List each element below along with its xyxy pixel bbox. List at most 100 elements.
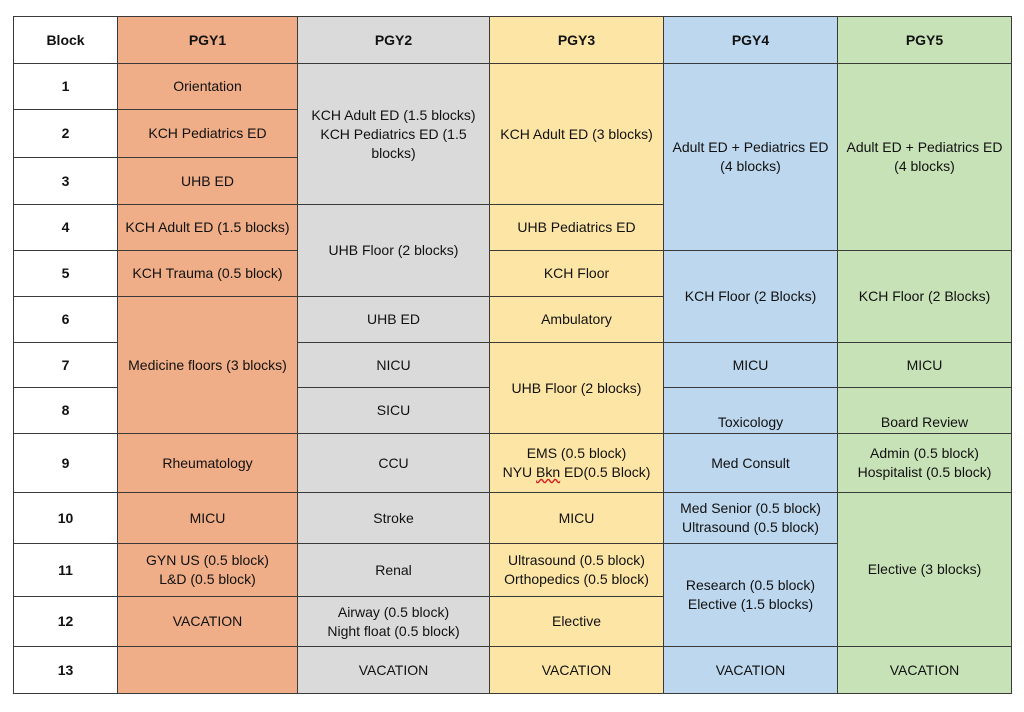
pgy5-line: (4 blocks): [894, 158, 955, 174]
table-row: 5 KCH Trauma (0.5 block) KCH Floor KCH F…: [13, 250, 1012, 343]
pgy1-line: L&D (0.5 block): [159, 571, 256, 587]
pgy3-cell: Ultrasound (0.5 block) Orthopedics (0.5 …: [489, 543, 664, 597]
table-row: 3 UHB ED: [13, 157, 1012, 205]
block-number: 7: [13, 342, 118, 388]
header-pgy5: PGY5: [837, 16, 1012, 64]
block-number: 12: [13, 596, 118, 647]
pgy2-line: KCH Adult ED (1.5 blocks): [311, 106, 476, 123]
pgy2-cell: KCH Adult ED (1.5 blocks) KCH Pediatrics…: [297, 63, 490, 205]
pgy4-cell: MICU: [663, 342, 838, 388]
pgy1-cell: Rheumatology: [117, 433, 298, 493]
pgy3-cell: EMS (0.5 block) NYU Bkn ED(0.5 Block): [489, 433, 664, 493]
pgy1-cell: [117, 646, 298, 694]
pgy3-line-suffix: ED(0.5 Block): [560, 464, 651, 480]
pgy2-cell: SICU: [297, 387, 490, 434]
pgy2-line: Night float (0.5 block): [327, 622, 460, 639]
pgy3-cell: MICU: [489, 492, 664, 544]
pgy2-line: Airway (0.5 block): [337, 603, 450, 620]
block-number: 6: [13, 296, 118, 343]
table-row: 8 SICU Toxicology Board Review: [13, 387, 1012, 434]
block-number: 13: [13, 646, 118, 694]
pgy4-cell: VACATION: [663, 646, 838, 694]
pgy4-line: Elective (1.5 blocks): [687, 596, 814, 612]
pgy2-cell: Stroke: [297, 492, 490, 544]
rotation-schedule-table: Block PGY1 PGY2 PGY3 PGY4 PGY5 1 Orienta…: [13, 16, 1012, 694]
pgy3-cell: KCH Floor: [489, 250, 664, 297]
pgy3-cell: Ambulatory: [489, 296, 664, 343]
block-number: 8: [13, 387, 118, 434]
pgy3-cell: UHB Floor (2 blocks): [489, 342, 664, 434]
pgy1-cell: Medicine floors (3 blocks): [117, 296, 298, 434]
pgy5-cell: Board Review: [837, 387, 1012, 434]
table-row: 4 KCH Adult ED (1.5 blocks) UHB Floor (2…: [13, 204, 1012, 297]
pgy1-cell: Orientation: [117, 63, 298, 110]
header-pgy3: PGY3: [489, 16, 664, 64]
pgy1-cell: KCH Trauma (0.5 block): [117, 250, 298, 297]
block-number: 11: [13, 543, 118, 597]
block-number: 2: [13, 109, 118, 158]
pgy4-cell: Toxicology: [663, 387, 838, 434]
pgy2-cell: CCU: [297, 433, 490, 493]
pgy2-cell: VACATION: [297, 646, 490, 694]
table-row: 9 Rheumatology CCU EMS (0.5 block) NYU B…: [13, 433, 1012, 493]
pgy3-line: EMS (0.5 block): [526, 445, 627, 461]
pgy5-cell: Admin (0.5 block) Hospitalist (0.5 block…: [837, 433, 1012, 493]
pgy2-cell: UHB ED: [297, 296, 490, 343]
table-row: 2 KCH Pediatrics ED: [13, 109, 1012, 158]
table-row: 1 Orientation KCH Adult ED (1.5 blocks) …: [13, 63, 1012, 251]
header-pgy2: PGY2: [297, 16, 490, 64]
header-block: Block: [13, 16, 118, 64]
pgy1-line: GYN US (0.5 block): [146, 552, 269, 568]
pgy1-cell: KCH Pediatrics ED: [117, 109, 298, 158]
table-row: 11 GYN US (0.5 block) L&D (0.5 block) Re…: [13, 543, 1012, 647]
pgy1-cell: KCH Adult ED (1.5 blocks): [117, 204, 298, 251]
pgy2-cell: Renal: [297, 543, 490, 597]
pgy5-line: Adult ED + Pediatrics ED: [846, 139, 1003, 155]
pgy3-cell: VACATION: [489, 646, 664, 694]
pgy4-cell: Adult ED + Pediatrics ED (4 blocks): [663, 63, 838, 251]
block-number: 3: [13, 157, 118, 205]
pgy4-cell: KCH Floor (2 Blocks): [663, 250, 838, 343]
pgy4-cell: Med Consult: [663, 433, 838, 493]
pgy5-line: Hospitalist (0.5 block): [857, 464, 992, 480]
pgy1-cell: GYN US (0.5 block) L&D (0.5 block): [117, 543, 298, 597]
table-row: 13 VACATION VACATION VACATION VACATION: [13, 646, 1012, 694]
pgy2-cell: UHB Floor (2 blocks): [297, 204, 490, 297]
pgy3-line: Ultrasound (0.5 block): [508, 552, 645, 568]
pgy5-cell: Elective (3 blocks): [837, 492, 1012, 647]
spellcheck-marked-word: Bkn: [536, 464, 561, 480]
pgy4-line: (4 blocks): [720, 158, 781, 174]
pgy4-line: Med Senior (0.5 block): [680, 500, 821, 516]
block-number: 10: [13, 492, 118, 544]
pgy3-cell: UHB Pediatrics ED: [489, 204, 664, 251]
pgy2-line: KCH Pediatrics ED (1.5 blocks): [320, 125, 467, 161]
pgy5-line: Admin (0.5 block): [870, 445, 979, 461]
pgy3-cell: Elective: [489, 596, 664, 647]
table-row: 10 MICU Stroke MICU Med Senior (0.5 bloc…: [13, 492, 1012, 647]
pgy4-cell: Research (0.5 block) Elective (1.5 block…: [663, 543, 838, 647]
pgy3-line: Orthopedics (0.5 block): [504, 571, 649, 587]
header-row: Block PGY1 PGY2 PGY3 PGY4 PGY5: [13, 16, 1012, 64]
table-row: 6 Medicine floors (3 blocks) UHB ED Ambu…: [13, 296, 1012, 434]
header-pgy4: PGY4: [663, 16, 838, 64]
pgy4-cell: Med Senior (0.5 block) Ultrasound (0.5 b…: [663, 492, 838, 544]
pgy5-cell: KCH Floor (2 Blocks): [837, 250, 1012, 343]
block-number: 4: [13, 204, 118, 251]
pgy1-cell: MICU: [117, 492, 298, 544]
block-number: 9: [13, 433, 118, 493]
header-pgy1: PGY1: [117, 16, 298, 64]
pgy1-cell: VACATION: [117, 596, 298, 647]
block-number: 5: [13, 250, 118, 297]
pgy5-cell: MICU: [837, 342, 1012, 388]
pgy4-line: Adult ED + Pediatrics ED: [672, 139, 829, 155]
pgy3-cell: KCH Adult ED (3 blocks): [489, 63, 664, 205]
pgy4-line: Ultrasound (0.5 block): [682, 519, 819, 535]
pgy5-cell: Adult ED + Pediatrics ED (4 blocks): [837, 63, 1012, 251]
pgy3-line-prefix: NYU: [502, 464, 537, 480]
table-row: 12 VACATION Airway (0.5 block) Night flo…: [13, 596, 1012, 647]
pgy4-line: Research (0.5 block): [685, 577, 816, 593]
block-number: 1: [13, 63, 118, 110]
pgy2-cell: Airway (0.5 block) Night float (0.5 bloc…: [297, 596, 490, 647]
pgy5-cell: VACATION: [837, 646, 1012, 694]
pgy2-cell: NICU: [297, 342, 490, 388]
